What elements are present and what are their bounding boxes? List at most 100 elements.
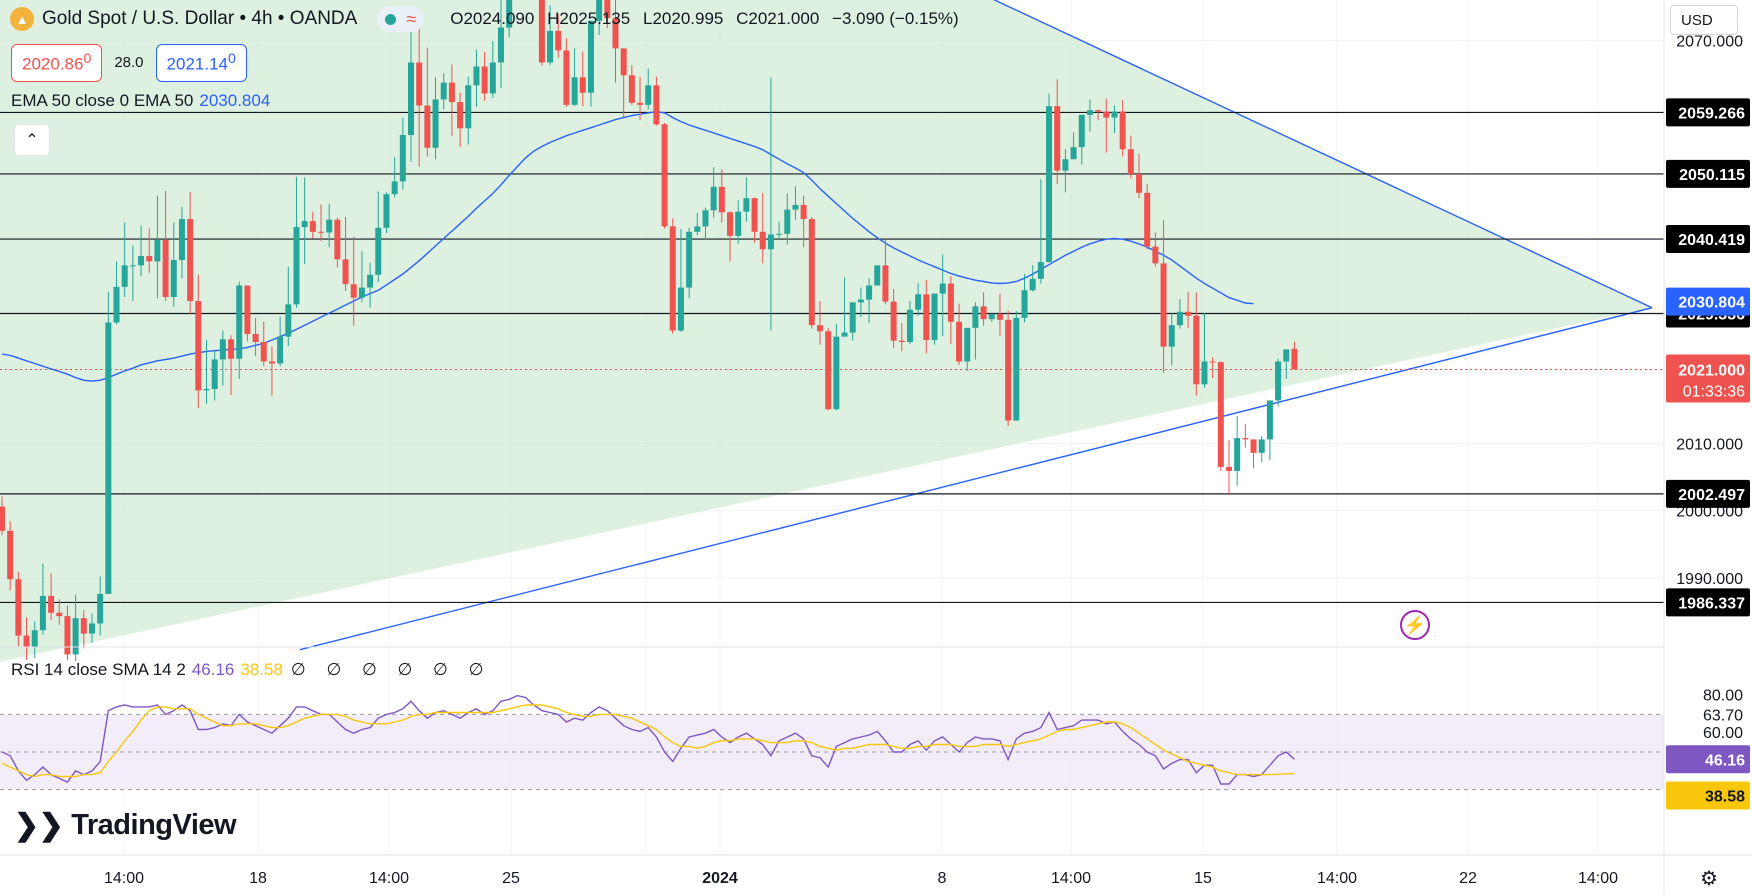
candle [506, 0, 513, 38]
candle [686, 227, 693, 299]
flash-alert-icon[interactable]: ⚡ [1400, 610, 1430, 640]
candle-body [628, 75, 635, 103]
triangle-upper-trendline [992, 0, 1653, 309]
candle-body [244, 285, 251, 334]
candle-body [97, 593, 104, 624]
time-tick-label: 14:00 [1051, 870, 1091, 887]
candle [440, 73, 447, 110]
candle [391, 157, 398, 198]
level-price-tag-bg [1666, 225, 1750, 254]
candle [1176, 298, 1183, 329]
candle [1037, 179, 1044, 284]
candle-body [457, 102, 464, 129]
candle [759, 192, 766, 264]
candle [15, 571, 22, 648]
level-price-tag-bg [1666, 479, 1750, 508]
candle-body [1258, 439, 1265, 453]
trade-panel: 2020.860 28.0 2021.140 [11, 44, 247, 82]
candle-body [702, 210, 709, 227]
candle [497, 0, 504, 89]
candle-body [1201, 361, 1208, 385]
sell-button[interactable]: 2020.860 [11, 44, 103, 82]
candle [792, 186, 799, 220]
candle-body [497, 27, 504, 63]
candle-body [1062, 159, 1069, 171]
candle [988, 313, 995, 322]
candle [628, 65, 635, 105]
candle-body [1119, 111, 1126, 150]
candle-body [1029, 278, 1036, 291]
candle [1127, 135, 1134, 179]
spread-value: 28.0 [114, 54, 144, 72]
candle [252, 317, 259, 357]
candle [898, 323, 905, 352]
candle [465, 76, 472, 145]
candle-body [129, 265, 136, 267]
candle-body [1250, 439, 1257, 453]
buy-button[interactable]: 2021.140 [155, 44, 247, 82]
market-status-pill[interactable]: ≈ [377, 6, 425, 32]
candle [0, 496, 5, 535]
gear-icon[interactable]: ⚙ [1700, 868, 1718, 890]
candle [187, 192, 194, 315]
candle-body [1160, 263, 1167, 347]
candle [677, 229, 684, 332]
candle-body [1127, 149, 1134, 175]
candle-body [547, 30, 554, 63]
candle-body [931, 293, 938, 340]
candle-body [301, 221, 308, 228]
collapse-legend-button[interactable]: ⌃ [14, 124, 50, 156]
chevron-up-icon: ⌃ [25, 132, 39, 149]
candle [178, 206, 185, 279]
ema-legend-label: EMA 50 close 0 EMA 50 [11, 91, 194, 110]
candle [48, 573, 55, 621]
candle [996, 293, 1003, 336]
candle-body [555, 30, 562, 51]
candle-body [743, 198, 750, 212]
low-label: L [643, 9, 653, 28]
candle-body [637, 102, 644, 105]
candle-body [817, 325, 823, 332]
candle [833, 323, 840, 411]
brand-text: TradingView [71, 809, 237, 841]
candle [416, 26, 423, 167]
candle [1119, 100, 1126, 157]
candle [808, 217, 815, 329]
time-tick-label: 18 [249, 870, 267, 887]
low-value: 2020.995 [652, 9, 724, 28]
candle [547, 5, 554, 66]
candle [1275, 358, 1282, 407]
candle [767, 77, 774, 331]
currency-selector[interactable]: USD [1670, 5, 1738, 35]
candle [203, 339, 210, 404]
candle [857, 287, 864, 318]
market-open-dot-icon [385, 13, 397, 25]
candle-body [80, 618, 87, 634]
rsi-legend[interactable]: RSI 14 close SMA 14 2 46.16 38.58 ∅ ∅ ∅ ∅ ∅… [11, 660, 491, 680]
candle [612, 0, 619, 83]
candle-body [1111, 111, 1118, 118]
candle [604, 0, 611, 29]
triangle-lower-trendline [299, 307, 1653, 651]
candle [1111, 105, 1118, 134]
candle [39, 563, 46, 635]
candle [1136, 153, 1143, 199]
candle [1258, 436, 1265, 463]
candle [964, 327, 971, 371]
candle [1250, 439, 1257, 469]
candle [1283, 349, 1290, 379]
candle-body [15, 579, 22, 636]
ema-legend[interactable]: EMA 50 close 0 EMA 50 2030.804 [11, 91, 270, 111]
symbol-title[interactable]: Gold Spot / U.S. Dollar • 4h • OANDA [42, 8, 358, 29]
candle [7, 521, 14, 591]
candle [1160, 220, 1167, 373]
candle [620, 48, 627, 117]
candle-body [211, 359, 218, 390]
candle-body [367, 274, 374, 288]
rsi-legend-empty-values: ∅ ∅ ∅ ∅ ∅ ∅ [290, 660, 492, 679]
candle [1013, 311, 1020, 421]
candle-body [563, 50, 570, 105]
candle-body [285, 304, 292, 337]
candle [448, 64, 455, 136]
